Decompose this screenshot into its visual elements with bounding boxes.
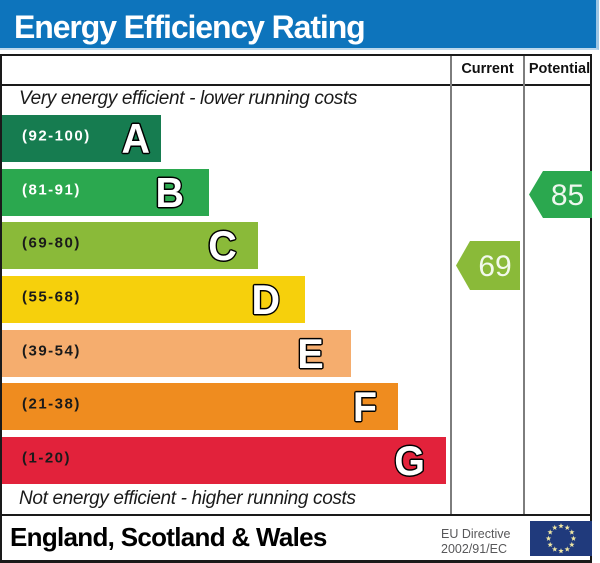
svg-text:69: 69 [478, 250, 511, 283]
svg-text:85: 85 [551, 179, 584, 212]
